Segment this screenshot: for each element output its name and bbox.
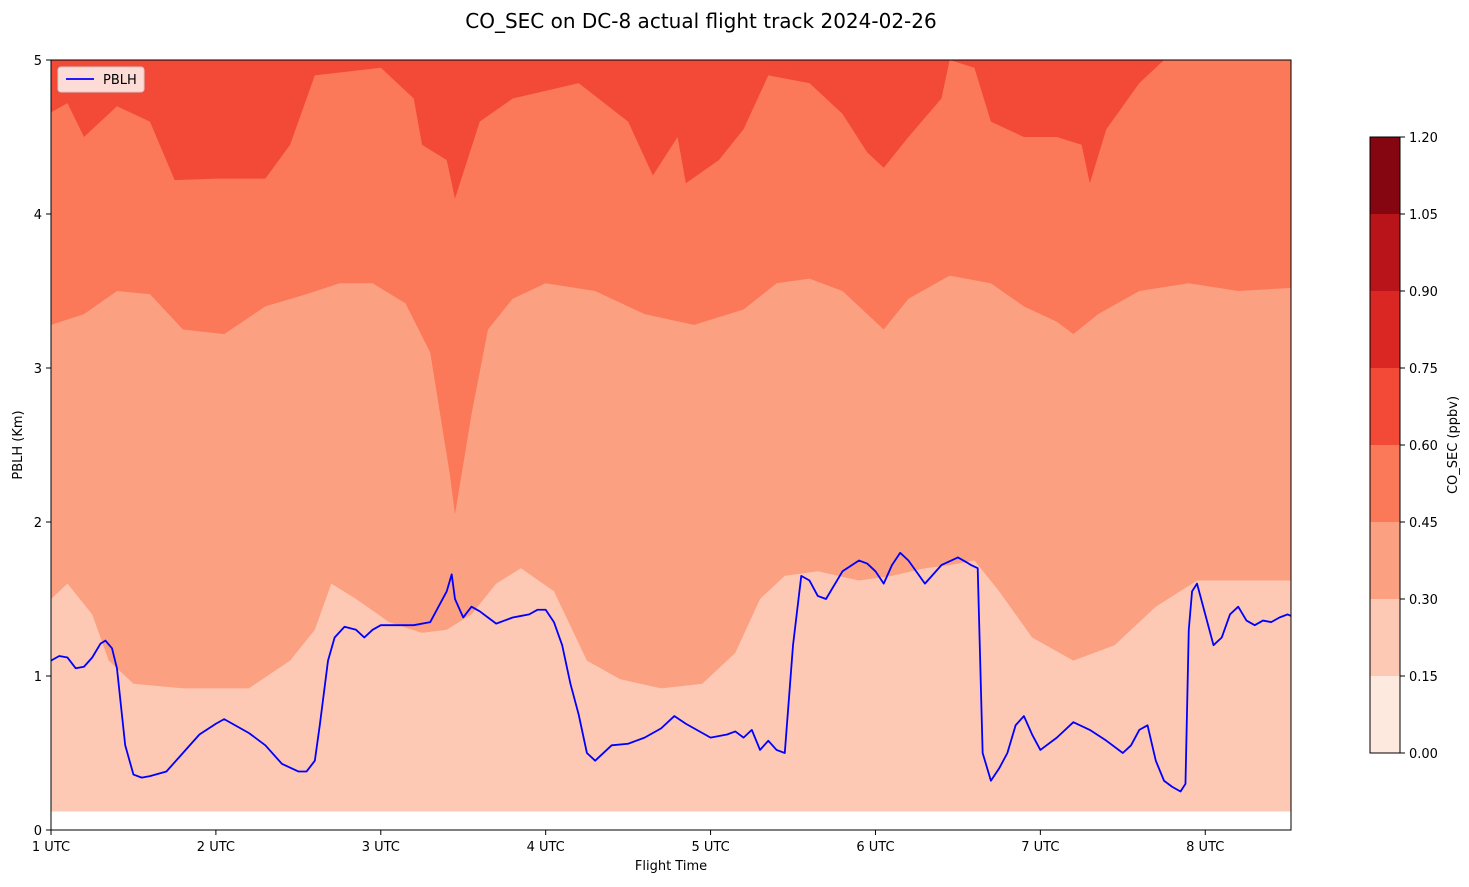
legend-label: PBLH [103, 73, 137, 88]
y-axis-label: PBLH (Km) [11, 410, 26, 479]
x-tick-label: 5 UTC [691, 840, 729, 855]
colorbar-tick-label: 1.20 [1409, 131, 1438, 146]
colorbar-label: CO_SEC (ppbv) [1446, 396, 1461, 494]
colorbar-tick-label: 0.00 [1409, 747, 1438, 762]
y-tick-label: 1 [34, 670, 42, 685]
legend: PBLH [57, 66, 145, 93]
x-axis-label: Flight Time [635, 859, 707, 874]
x-tick-label: 6 UTC [856, 840, 894, 855]
x-tick-label: 2 UTC [197, 840, 235, 855]
y-tick-label: 0 [34, 824, 42, 839]
colorbar-swatch [1370, 599, 1400, 676]
colorbar-swatch [1370, 137, 1400, 214]
colorbar-swatch [1370, 445, 1400, 522]
x-tick-label: 7 UTC [1021, 840, 1059, 855]
colorbar: 0.00 0.15 0.30 0.45 0.60 0.75 0.90 1.05 1.20 [1369, 131, 1438, 762]
legend-box [57, 66, 145, 93]
series-layer [51, 551, 1291, 793]
colorbar-swatch [1370, 522, 1400, 599]
colorbar-tick-label: 0.75 [1409, 362, 1438, 377]
y-tick-label: 2 [34, 516, 42, 531]
series-line-pblh [51, 551, 1291, 793]
colorbar-tick-label: 0.45 [1409, 516, 1438, 531]
y-tick-label: 5 [34, 54, 42, 69]
y-tick-label: 3 [34, 362, 42, 377]
no-data-strip [51, 811, 1291, 830]
contour-band-0.30-0.45 [51, 560, 1291, 830]
colorbar-tick-label: 0.90 [1409, 285, 1438, 300]
x-tick-label: 1 UTC [32, 840, 70, 855]
chart-title: CO_SEC on DC-8 actual flight track 2024-… [465, 9, 936, 33]
x-axis: 1 UTC 2 UTC 3 UTC 4 UTC 5 UTC 6 UTC 7 UTC 8 UTC [32, 830, 1224, 855]
contour-field [51, 60, 1291, 830]
colorbar-swatch [1370, 368, 1400, 445]
colorbar-tick-label: 0.30 [1409, 593, 1438, 608]
x-tick-label: 3 UTC [362, 840, 400, 855]
x-tick-label: 4 UTC [527, 840, 565, 855]
y-axis: 0 1 2 3 4 5 [34, 54, 51, 839]
colorbar-tick-label: 1.05 [1409, 208, 1438, 223]
colorbar-tick-label: 0.15 [1409, 670, 1438, 685]
x-tick-label: 8 UTC [1186, 840, 1224, 855]
plot-frame [50, 59, 1292, 831]
colorbar-swatch [1370, 214, 1400, 291]
colorbar-swatch [1370, 291, 1400, 368]
colorbar-tick-label: 0.60 [1409, 439, 1438, 454]
colorbar-swatch [1370, 676, 1400, 753]
y-tick-label: 4 [34, 208, 42, 223]
